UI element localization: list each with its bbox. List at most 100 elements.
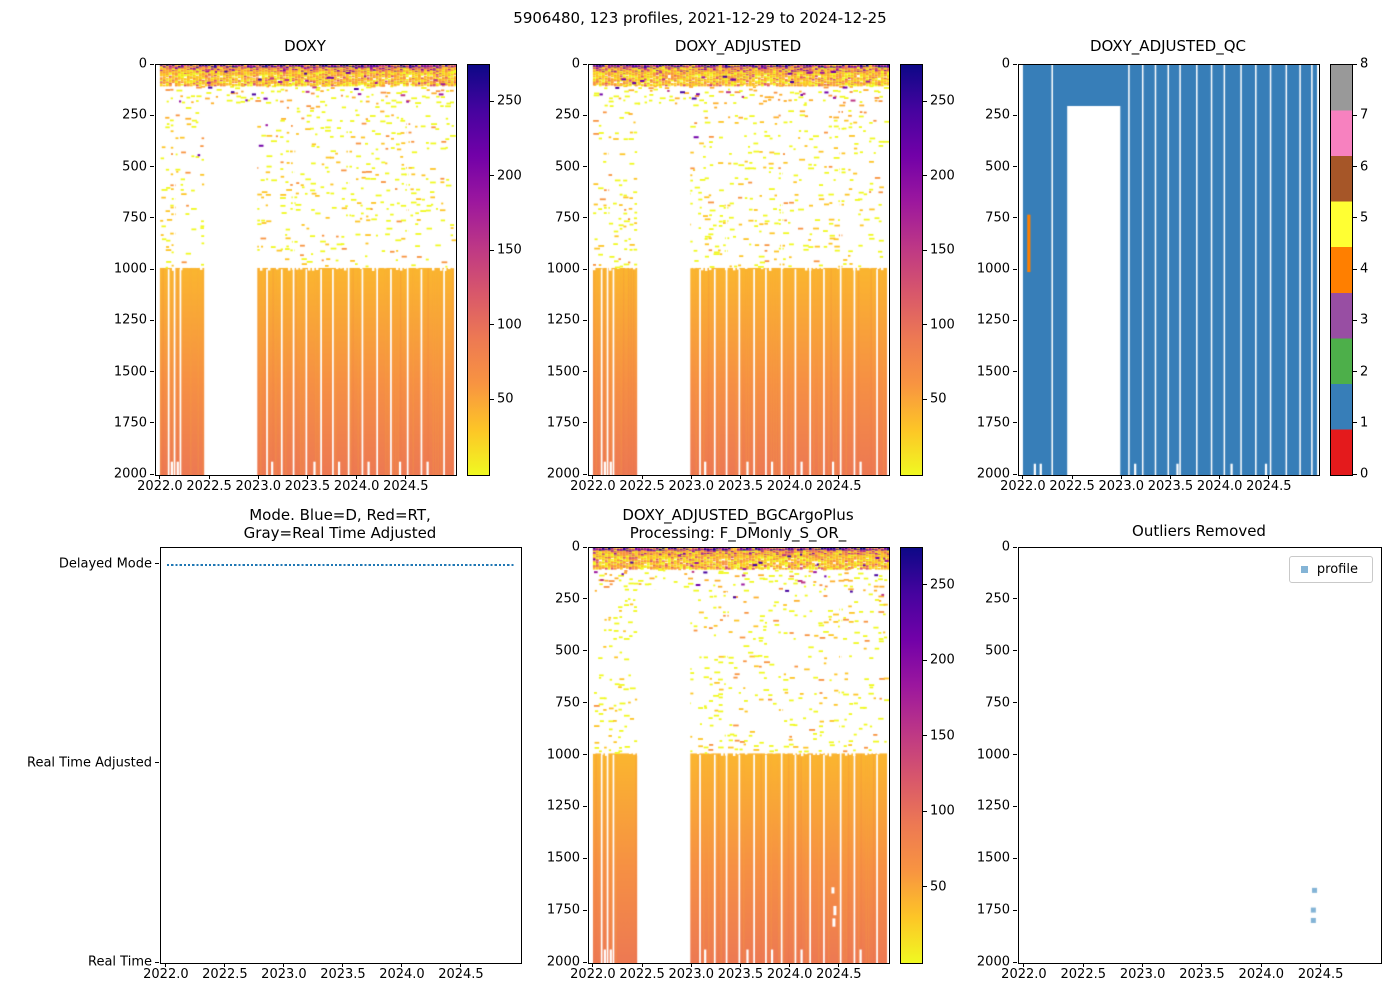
y-tick-mark (155, 563, 159, 565)
bgc-title-line1: DOXY_ADJUSTED_BGCArgoPlus (622, 506, 854, 524)
y-tick-label: 1500 (976, 850, 1010, 866)
y-tick-label: 500 (985, 159, 1010, 174)
colorbar-tick-mark (490, 175, 494, 177)
y-tick-mark (583, 166, 587, 167)
y-tick-label: 1000 (976, 261, 1010, 277)
colorbar-tick-label: 100 (497, 317, 522, 333)
x-tick-label: 2022.5 (186, 479, 232, 494)
mode-axes (160, 547, 522, 964)
x-tick-label: 2022.0 (137, 479, 183, 494)
x-tick-label: 2023.5 (717, 479, 764, 494)
colorbar-tick-mark (1353, 422, 1357, 424)
y-tick-label: 250 (122, 107, 147, 123)
y-tick-label: 1000 (113, 261, 147, 277)
colorbar-tick-label: 2 (1360, 364, 1369, 379)
x-tick-mark (257, 475, 259, 479)
doxy-adjusted-title: DOXY_ADJUSTED (674, 37, 802, 55)
x-tick-mark (1022, 475, 1024, 479)
y-tick-mark (583, 909, 587, 911)
colorbar-tick-mark (490, 249, 494, 251)
y-tick-label: 2000 (546, 954, 580, 970)
x-tick-label: 2022.5 (1049, 479, 1095, 494)
colorbar-tick-label: 250 (930, 577, 955, 593)
y-tick-mark (150, 422, 154, 424)
y-tick-label: 1250 (546, 312, 580, 328)
y-tick-label: 1750 (976, 415, 1010, 431)
colorbar-tick-mark (923, 584, 927, 586)
colorbar-tick-label: 5 (1360, 210, 1369, 226)
x-tick-label: 2023.0 (1098, 479, 1145, 494)
y-tick-label: 1000 (546, 261, 580, 277)
x-tick-mark (283, 963, 285, 967)
x-tick-mark (405, 475, 407, 479)
colorbar-tick-label: 100 (930, 317, 955, 333)
outliers-title: Outliers Removed (1132, 522, 1266, 540)
y-tick-mark (583, 422, 587, 424)
y-tick-label: 1500 (976, 364, 1010, 379)
qc-heatmap (1019, 65, 1319, 475)
y-tick-label: 1250 (113, 312, 147, 328)
x-tick-label: 2024.5 (438, 967, 484, 982)
y-tick-mark (1013, 166, 1017, 167)
y-tick-mark (150, 114, 154, 116)
x-tick-mark (1120, 475, 1122, 479)
y-tick-mark (1013, 319, 1017, 321)
x-tick-mark (460, 963, 462, 967)
x-tick-label: 2024.0 (1238, 967, 1285, 982)
y-tick-mark (1013, 473, 1017, 475)
x-tick-label: 2022.0 (570, 967, 616, 982)
colorbar-tick-mark (1353, 166, 1357, 167)
mode-title: Mode. Blue=D, Red=RT, Gray=Real Time Adju… (160, 506, 520, 542)
colorbar-tick-mark (923, 100, 927, 102)
outliers-axes: profile (1018, 547, 1382, 964)
x-tick-mark (159, 475, 161, 479)
x-tick-mark (739, 963, 741, 967)
x-tick-label: 2022.5 (619, 479, 665, 494)
y-tick-mark (583, 598, 587, 600)
y-tick-mark (150, 166, 154, 167)
x-tick-mark (690, 475, 692, 479)
y-tick-label: 500 (122, 159, 147, 174)
colorbar-tick-mark (1353, 268, 1357, 270)
y-tick-mark (155, 961, 159, 963)
y-tick-label: 750 (555, 695, 580, 711)
y-tick-label: 0 (571, 539, 580, 555)
x-tick-mark (1169, 475, 1171, 479)
x-tick-label: 2023.0 (668, 967, 715, 982)
colorbar-tick-mark (1353, 114, 1357, 116)
x-tick-mark (1268, 475, 1270, 479)
y-tick-mark (583, 473, 587, 475)
y-tick-mark (150, 63, 154, 65)
x-tick-mark (789, 963, 791, 967)
colorbar-tick-label: 0 (1360, 466, 1369, 482)
bgc-title: DOXY_ADJUSTED_BGCArgoPlus Processing: F_D… (588, 506, 888, 542)
mode-category-label: Real Time (88, 954, 152, 970)
doxy-title: DOXY (284, 37, 326, 55)
colorbar-tick-label: 8 (1360, 56, 1369, 72)
bgc-axes (588, 547, 890, 964)
colorbar-tick-label: 50 (930, 391, 947, 407)
x-tick-mark (592, 963, 594, 967)
y-tick-mark (150, 319, 154, 321)
y-tick-label: 500 (555, 643, 580, 659)
x-tick-label: 2024.5 (383, 479, 429, 494)
x-tick-mark (838, 963, 840, 967)
y-tick-label: 2000 (546, 466, 580, 482)
y-tick-mark (583, 805, 587, 807)
x-tick-mark (401, 963, 403, 967)
colorbar-tick-label: 150 (930, 728, 955, 744)
x-tick-mark (342, 963, 344, 967)
colorbar-tick-label: 200 (930, 652, 955, 668)
y-tick-mark (1013, 702, 1017, 704)
profile-marker-icon (1300, 566, 1308, 573)
x-tick-label: 2022.0 (143, 967, 189, 982)
y-tick-mark (583, 546, 587, 548)
y-tick-label: 1500 (546, 364, 580, 379)
x-tick-label: 2023.5 (320, 967, 366, 982)
x-tick-label: 2024.0 (766, 479, 813, 494)
qc-title: DOXY_ADJUSTED_QC (1089, 37, 1247, 55)
colorbar-tick-label: 4 (1360, 261, 1369, 277)
x-tick-label: 2024.0 (1196, 479, 1243, 494)
x-tick-mark (641, 475, 643, 479)
